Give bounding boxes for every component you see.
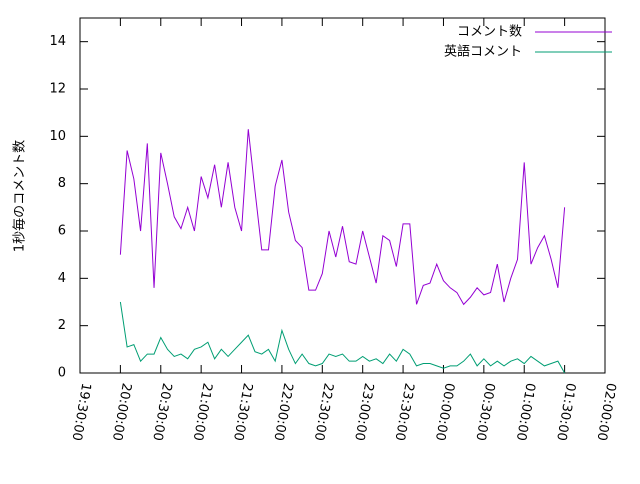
y-axis-label: 1秒毎のコメント数 [12, 140, 28, 252]
y-tick-label: 4 [58, 271, 66, 286]
plot-border [79, 17, 606, 374]
y-tick-label: 6 [58, 224, 66, 239]
series-line [119, 301, 566, 374]
x-tick-label: 01:00:00 [513, 382, 538, 442]
x-tick-label: 00:00:00 [432, 382, 457, 442]
y-tick-label: 0 [58, 366, 66, 381]
x-tick-label: 23:00:00 [351, 382, 376, 442]
x-tick-label: 21:30:00 [230, 382, 255, 442]
y-tick-label: 14 [49, 34, 66, 49]
y-tick-label: 8 [58, 176, 66, 191]
series-line [119, 129, 566, 306]
x-tick-label: 02:00:00 [593, 382, 618, 442]
x-tick-label: 01:30:00 [553, 382, 578, 442]
x-tick-label: 23:30:00 [392, 382, 417, 442]
legend-label: コメント数 [457, 25, 522, 40]
y-tick-label: 2 [58, 318, 66, 333]
x-tick-label: 22:00:00 [270, 382, 295, 442]
y-tick-label: 12 [49, 82, 66, 97]
x-tick-label: 00:30:00 [472, 382, 497, 442]
legend-label: 英語コメント [444, 44, 522, 60]
x-tick-label: 22:30:00 [311, 382, 336, 442]
y-tick-label: 10 [49, 129, 66, 144]
x-tick-label: 20:30:00 [149, 382, 174, 442]
x-tick-label: 21:00:00 [190, 382, 215, 442]
x-tick-label: 19:30:00 [68, 382, 93, 442]
x-tick-label: 20:00:00 [109, 382, 134, 442]
